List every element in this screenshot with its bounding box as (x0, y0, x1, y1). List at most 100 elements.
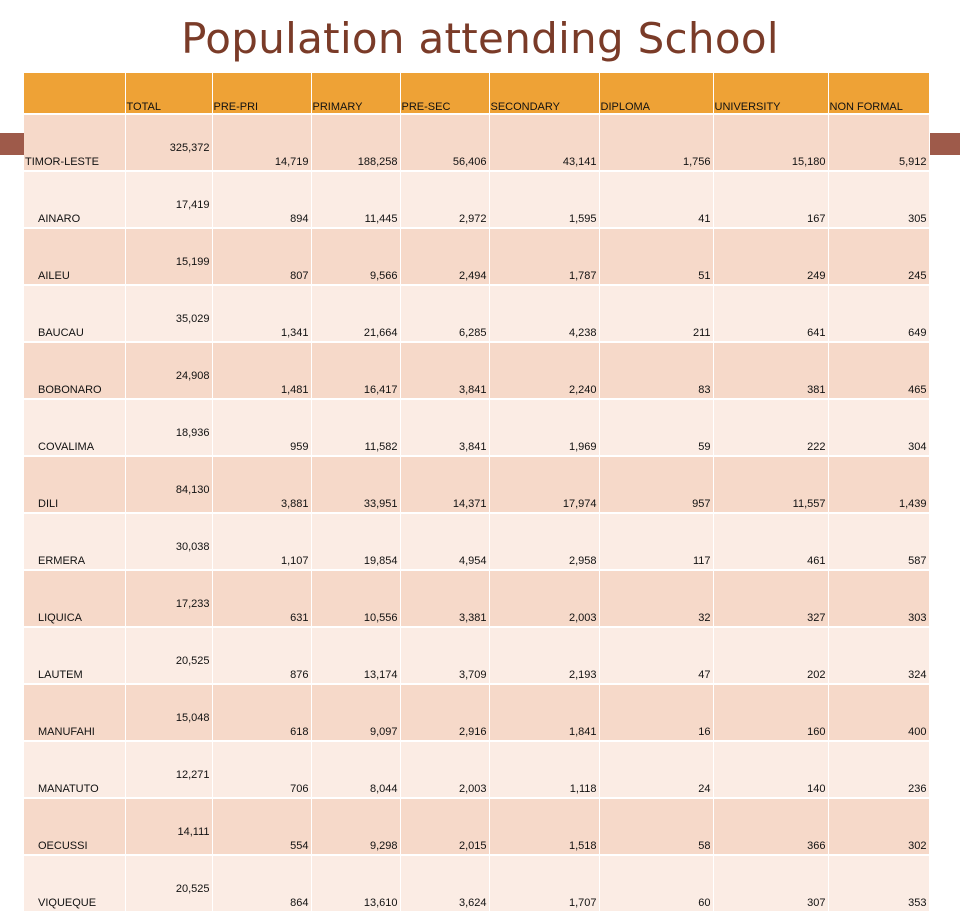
cell-non-formal: 649 (828, 285, 930, 343)
cell-district: OECUSSI (24, 798, 126, 856)
cell-diploma: 51 (599, 228, 714, 286)
cell-pre-pri: 959 (212, 399, 312, 457)
cell-pre-pri: 876 (212, 627, 312, 685)
table-body: TIMOR-LESTE 325,372 14,719 188,258 56,406 43,… (24, 114, 930, 913)
cell-non-formal: 1,439 (828, 456, 930, 514)
cell-diploma: 47 (599, 627, 714, 685)
cell-pre-sec: 3,841 (400, 342, 490, 400)
cell-pre-pri: 618 (212, 684, 312, 742)
cell-non-formal: 302 (828, 798, 930, 856)
cell-university: 381 (713, 342, 829, 400)
cell-district: LAUTEM (24, 627, 126, 685)
cell-pre-sec: 6,285 (400, 285, 490, 343)
cell-pre-sec: 2,015 (400, 798, 490, 856)
cell-university: 222 (713, 399, 829, 457)
table-row: TIMOR-LESTE 325,372 14,719 188,258 56,406 43,… (24, 114, 930, 172)
cell-university: 641 (713, 285, 829, 343)
cell-diploma: 24 (599, 741, 714, 799)
cell-pre-sec: 2,494 (400, 228, 490, 286)
table-row: LIQUICA 17,233 631 10,556 3,381 2,003 32 327 303 (24, 570, 930, 628)
cell-non-formal: 305 (828, 171, 930, 229)
cell-secondary: 43,141 (489, 114, 600, 172)
cell-secondary: 1,595 (489, 171, 600, 229)
cell-pre-sec: 3,841 (400, 399, 490, 457)
cell-diploma: 211 (599, 285, 714, 343)
cell-primary: 9,298 (311, 798, 401, 856)
cell-university: 15,180 (713, 114, 829, 172)
cell-total: 17,233 (125, 570, 213, 628)
table-row: LAUTEM 20,525 876 13,174 3,709 2,193 47 202 324 (24, 627, 930, 685)
table-row: VIQUEQUE 20,525 864 13,610 3,624 1,707 60 307 35… (24, 855, 930, 913)
cell-secondary: 1,707 (489, 855, 600, 913)
cell-university: 327 (713, 570, 829, 628)
cell-secondary: 4,238 (489, 285, 600, 343)
table-row: ERMERA 30,038 1,107 19,854 4,954 2,958 117 461 5… (24, 513, 930, 571)
cell-primary: 9,097 (311, 684, 401, 742)
cell-pre-pri: 1,481 (212, 342, 312, 400)
cell-total: 84,130 (125, 456, 213, 514)
table-header-row: TOTAL PRE-PRI PRIMARY PRE-SEC SECONDARY … (24, 73, 930, 115)
cell-pre-pri: 864 (212, 855, 312, 913)
cell-district: BOBONARO (24, 342, 126, 400)
cell-university: 202 (713, 627, 829, 685)
cell-secondary: 1,118 (489, 741, 600, 799)
header-diploma: DIPLOMA (599, 73, 714, 115)
cell-non-formal: 304 (828, 399, 930, 457)
header-district (24, 73, 126, 115)
cell-district: MANATUTO (24, 741, 126, 799)
cell-total: 24,908 (125, 342, 213, 400)
table-row: OECUSSI 14,111 554 9,298 2,015 1,518 58 366 302 (24, 798, 930, 856)
cell-pre-pri: 807 (212, 228, 312, 286)
cell-pre-pri: 1,107 (212, 513, 312, 571)
cell-non-formal: 324 (828, 627, 930, 685)
right-accent-bar (929, 133, 960, 155)
cell-primary: 16,417 (311, 342, 401, 400)
cell-diploma: 957 (599, 456, 714, 514)
cell-total: 12,271 (125, 741, 213, 799)
cell-district: ERMERA (24, 513, 126, 571)
cell-pre-sec: 2,972 (400, 171, 490, 229)
cell-district: LIQUICA (24, 570, 126, 628)
cell-non-formal: 400 (828, 684, 930, 742)
cell-secondary: 2,003 (489, 570, 600, 628)
cell-university: 167 (713, 171, 829, 229)
cell-pre-sec: 2,003 (400, 741, 490, 799)
cell-total: 15,048 (125, 684, 213, 742)
table-row: AILEU 15,199 807 9,566 2,494 1,787 51 249 245 (24, 228, 930, 286)
cell-district: VIQUEQUE (24, 855, 126, 913)
cell-non-formal: 5,912 (828, 114, 930, 172)
cell-university: 11,557 (713, 456, 829, 514)
cell-secondary: 1,841 (489, 684, 600, 742)
cell-primary: 11,445 (311, 171, 401, 229)
cell-pre-pri: 1,341 (212, 285, 312, 343)
cell-secondary: 17,974 (489, 456, 600, 514)
cell-primary: 188,258 (311, 114, 401, 172)
cell-diploma: 1,756 (599, 114, 714, 172)
table-row: AINARO 17,419 894 11,445 2,972 1,595 41 167 305 (24, 171, 930, 229)
cell-primary: 13,610 (311, 855, 401, 913)
cell-district: DILI (24, 456, 126, 514)
cell-district: COVALIMA (24, 399, 126, 457)
cell-district: MANUFAHI (24, 684, 126, 742)
cell-total: 17,419 (125, 171, 213, 229)
cell-total: 14,111 (125, 798, 213, 856)
cell-non-formal: 303 (828, 570, 930, 628)
header-pre-pri: PRE-PRI (212, 73, 312, 115)
cell-pre-sec: 2,916 (400, 684, 490, 742)
cell-secondary: 2,240 (489, 342, 600, 400)
cell-primary: 21,664 (311, 285, 401, 343)
cell-non-formal: 236 (828, 741, 930, 799)
cell-university: 366 (713, 798, 829, 856)
cell-university: 307 (713, 855, 829, 913)
cell-pre-pri: 554 (212, 798, 312, 856)
cell-diploma: 41 (599, 171, 714, 229)
cell-diploma: 59 (599, 399, 714, 457)
cell-total: 20,525 (125, 627, 213, 685)
cell-primary: 19,854 (311, 513, 401, 571)
cell-total: 20,525 (125, 855, 213, 913)
cell-pre-sec: 3,709 (400, 627, 490, 685)
cell-secondary: 2,193 (489, 627, 600, 685)
header-secondary: SECONDARY (489, 73, 600, 115)
cell-non-formal: 353 (828, 855, 930, 913)
cell-total: 325,372 (125, 114, 213, 172)
